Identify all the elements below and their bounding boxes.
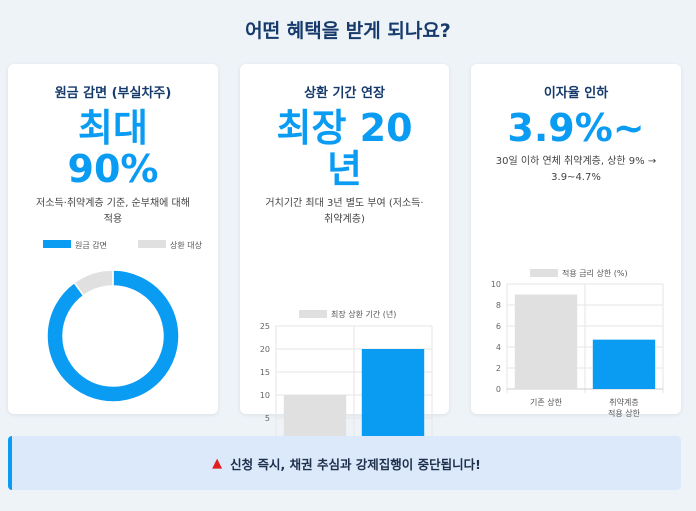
legend-swatch [530,269,558,277]
y-tick-label: 5 [265,414,270,423]
legend-label: 원금 감면 [75,240,107,250]
card-title: 원금 감면 (부실차주) [54,86,172,101]
card-description-line2: 적용 [103,214,123,225]
card-description-line1: 거치기간 최대 3년 별도 부여 (저소득· [265,198,424,209]
page-title: 어떤 혜택을 받게 되나요? [245,20,451,42]
bar [361,349,425,441]
y-tick-label: 8 [496,301,501,310]
bar [283,395,347,441]
bar [514,294,578,389]
legend-label: 상환 대상 [170,240,203,250]
siren-icon: ▲ [212,455,223,471]
y-tick-label: 0 [496,385,501,394]
card-description-line2: 3.9~4.7% [551,172,601,183]
banner-text: 신청 즉시, 채권 추심과 강제집행이 중단됩니다! [230,456,481,472]
card-principal-reduction: 원금 감면 (부실차주) 최대 90% 저소득·취약계층 기준, 순부채에 대해… [8,64,218,414]
y-tick-label: 25 [260,322,270,331]
donut-slice [46,269,180,403]
donut-slice [73,269,114,297]
y-tick-label: 4 [496,343,501,352]
y-tick-label: 10 [491,280,501,289]
legend-swatch [299,310,327,318]
notice-banner: ▲ 신청 즉시, 채권 추심과 강제집행이 중단됩니다! [8,436,681,490]
card-title: 상환 기간 연장 [304,86,385,101]
x-tick-label: 적용 상한 [608,408,641,418]
legend-swatch [138,240,166,248]
card-repayment-extension: 상환 기간 연장 최장 20 년 거치기간 최대 3년 별도 부여 (저소득· … [240,64,449,459]
donut-chart: 원금 감면 상환 대상 [43,240,203,403]
card-title: 이자율 인하 [543,86,609,101]
card-description-line1: 30일 이하 연체 취약계층, 상한 9% → [495,156,657,167]
big-stat-line2: 년 [327,147,362,191]
bar [592,339,656,389]
big-stat-line1: 3.9%~ [507,106,645,150]
card-interest-reduction: 이자율 인하 3.9%~ 30일 이하 연체 취약계층, 상한 9% → 3.9… [471,64,681,418]
legend-label: 최장 상환 기간 (년) [331,309,396,319]
big-stat-line1: 최대 [78,106,148,150]
legend-swatch [43,240,71,248]
x-tick-label: 취약계층 [609,397,638,407]
legend-label: 적용 금리 상한 (%) [562,268,628,278]
big-stat-line2: 90% [67,147,159,191]
card-description-line1: 저소득·취약계층 기준, 순부채에 대해 [36,198,190,209]
y-tick-label: 20 [260,345,270,354]
y-tick-label: 2 [496,364,501,373]
bar-chart-repayment-period: 최장 상환 기간 (년)0510152025기존확대 적용 [260,309,433,459]
x-tick-label: 기존 상한 [530,397,563,407]
y-tick-label: 6 [496,322,501,331]
big-stat-line1: 최장 20 [276,106,413,150]
y-tick-label: 15 [260,368,270,377]
y-tick-label: 10 [260,391,270,400]
card-description-line2: 취약계층) [324,214,365,225]
